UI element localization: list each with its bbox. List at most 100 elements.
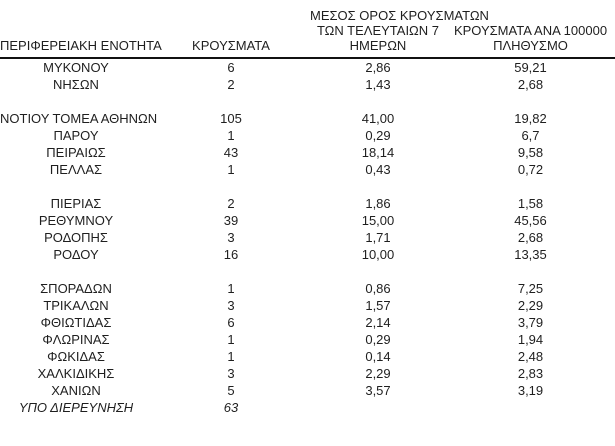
region-cell: ΡΕΘΥΜΝΟΥ bbox=[38, 213, 114, 228]
table-row: ΡΕΘΥΜΝΟΥ 39 15,00 45,56 bbox=[0, 212, 615, 229]
avg7-cell: 3,57 bbox=[365, 383, 391, 398]
cases-cell: 6 bbox=[227, 60, 235, 75]
region-cell: ΠΕΛΛΑΣ bbox=[49, 162, 103, 177]
per100k-cell: 3,79 bbox=[517, 315, 544, 330]
region-cell: ΠΑΡΟΥ bbox=[53, 128, 99, 143]
cases-cell: 43 bbox=[223, 145, 239, 160]
cases-cell: 5 bbox=[227, 383, 235, 398]
spacer-row bbox=[0, 263, 615, 280]
table-row: ΥΠΟ ΔΙΕΡΕΥΝΗΣΗ 63 bbox=[0, 399, 615, 416]
region-cell: ΝΟΤΙΟΥ ΤΟΜΕΑ ΑΘΗΝΩΝ bbox=[0, 111, 158, 126]
table-row: ΡΟΔΟΥ 16 10,00 13,35 bbox=[0, 246, 615, 263]
table-row: ΡΟΔΟΠΗΣ 3 1,71 2,68 bbox=[0, 229, 615, 246]
spacer-row bbox=[0, 93, 615, 110]
cases-cell: 3 bbox=[227, 298, 235, 313]
col-header-avg7-line1: ΜΕΣΟΣ ΟΡΟΣ ΚΡΟΥΣΜΑΤΩΝ bbox=[310, 8, 489, 23]
col-header-region: ΠΕΡΙΦΕΡΕΙΑΚΗ ΕΝΟΤΗΤΑ bbox=[0, 3, 162, 59]
col-header-per100k: ΚΡΟΥΣΜΑΤΑ ΑΝΑ 100000 ΠΛΗΘΥΣΜΟ bbox=[446, 3, 615, 59]
table-header-row: ΠΕΡΙΦΕΡΕΙΑΚΗ ΕΝΟΤΗΤΑ ΚΡΟΥΣΜΑΤΑ ΜΕΣΟΣ ΟΡΟ… bbox=[0, 3, 615, 59]
col-header-per100k-line2: ΠΛΗΘΥΣΜΟ bbox=[493, 38, 568, 53]
per100k-cell: 2,68 bbox=[517, 230, 544, 245]
cases-cell: 16 bbox=[223, 247, 239, 262]
avg7-cell: 41,00 bbox=[361, 111, 395, 126]
avg7-cell: 0,14 bbox=[365, 349, 391, 364]
region-cell: ΡΟΔΟΥ bbox=[53, 247, 99, 262]
cases-cell: 3 bbox=[227, 366, 235, 381]
cases-cell: 1 bbox=[227, 349, 235, 364]
region-cell: ΧΑΛΚΙΔΙΚΗΣ bbox=[37, 366, 115, 381]
avg7-cell: 0,43 bbox=[365, 162, 391, 177]
per100k-cell: 9,58 bbox=[517, 145, 544, 160]
spacer-cell bbox=[0, 178, 615, 195]
cases-cell: 2 bbox=[227, 196, 235, 211]
per100k-cell: 1,58 bbox=[517, 196, 544, 211]
regional-cases-table: ΠΕΡΙΦΕΡΕΙΑΚΗ ΕΝΟΤΗΤΑ ΚΡΟΥΣΜΑΤΑ ΜΕΣΟΣ ΟΡΟ… bbox=[0, 3, 615, 416]
col-header-per100k-line1: ΚΡΟΥΣΜΑΤΑ ΑΝΑ 100000 bbox=[453, 23, 608, 38]
per100k-cell: 3,19 bbox=[517, 383, 544, 398]
per100k-cell: 2,83 bbox=[517, 366, 544, 381]
col-header-avg7-line2: ΤΩΝ ΤΕΛΕΥΤΑΙΩΝ 7 bbox=[316, 23, 440, 38]
col-header-avg7: ΜΕΣΟΣ ΟΡΟΣ ΚΡΟΥΣΜΑΤΩΝ ΤΩΝ ΤΕΛΕΥΤΑΙΩΝ 7 Η… bbox=[310, 3, 489, 59]
avg7-cell: 0,29 bbox=[365, 128, 391, 143]
cases-cell: 1 bbox=[227, 162, 235, 177]
per100k-cell: 2,48 bbox=[517, 349, 544, 364]
region-cell: ΧΑΝΙΩΝ bbox=[51, 383, 101, 398]
table-row: ΧΑΛΚΙΔΙΚΗΣ 3 2,29 2,83 bbox=[0, 365, 615, 382]
region-cell: ΜΥΚΟΝΟΥ bbox=[43, 60, 109, 75]
region-cell: ΝΗΣΩΝ bbox=[53, 77, 99, 92]
table-row: ΝΟΤΙΟΥ ΤΟΜΕΑ ΑΘΗΝΩΝ 105 41,00 19,82 bbox=[0, 110, 615, 127]
per100k-cell: 19,82 bbox=[514, 111, 547, 126]
region-cell: ΠΙΕΡΙΑΣ bbox=[50, 196, 102, 211]
table-row: ΝΗΣΩΝ 2 1,43 2,68 bbox=[0, 76, 615, 93]
region-cell: ΤΡΙΚΑΛΩΝ bbox=[43, 298, 109, 313]
table-body: ΜΥΚΟΝΟΥ 6 2,86 59,21 ΝΗΣΩΝ 2 1,43 2,68 ΝΟΤΙΟΥ ΤΟ… bbox=[0, 58, 615, 416]
avg7-cell: 0,86 bbox=[365, 281, 391, 296]
table-row: ΦΛΩΡΙΝΑΣ 1 0,29 1,94 bbox=[0, 331, 615, 348]
per100k-cell: 1,94 bbox=[517, 332, 544, 347]
table-row: ΠΕΛΛΑΣ 1 0,43 0,72 bbox=[0, 161, 615, 178]
per100k-cell: 6,7 bbox=[521, 128, 540, 143]
cases-cell: 39 bbox=[223, 213, 239, 228]
avg7-cell: 2,86 bbox=[365, 60, 391, 75]
per100k-cell: 2,68 bbox=[517, 77, 544, 92]
region-cell: ΠΕΙΡΑΙΩΣ bbox=[46, 145, 106, 160]
table-row: ΦΘΙΩΤΙΔΑΣ 6 2,14 3,79 bbox=[0, 314, 615, 331]
per100k-cell: 7,25 bbox=[517, 281, 544, 296]
spacer-cell bbox=[0, 263, 615, 280]
avg7-cell bbox=[310, 399, 446, 416]
cases-cell: 1 bbox=[227, 128, 235, 143]
avg7-cell: 1,71 bbox=[365, 230, 391, 245]
avg7-cell: 18,14 bbox=[361, 145, 395, 160]
per100k-cell: 2,29 bbox=[517, 298, 544, 313]
avg7-cell: 10,00 bbox=[361, 247, 395, 262]
per100k-cell: 13,35 bbox=[514, 247, 547, 262]
avg7-cell: 1,43 bbox=[365, 77, 391, 92]
per100k-cell: 59,21 bbox=[514, 60, 547, 75]
col-header-avg7-line3: ΗΜΕΡΩΝ bbox=[349, 38, 407, 53]
table-row: ΠΙΕΡΙΑΣ 2 1,86 1,58 bbox=[0, 195, 615, 212]
avg7-cell: 0,29 bbox=[365, 332, 391, 347]
avg7-cell: 1,86 bbox=[365, 196, 391, 211]
spacer-row bbox=[0, 178, 615, 195]
per100k-cell: 45,56 bbox=[514, 213, 547, 228]
per100k-cell: 0,72 bbox=[517, 162, 544, 177]
col-header-cases: ΚΡΟΥΣΜΑΤΑ bbox=[152, 3, 310, 59]
region-cell: ΣΠΟΡΑΔΩΝ bbox=[40, 281, 112, 296]
cases-cell: 1 bbox=[227, 281, 235, 296]
table-row: ΣΠΟΡΑΔΩΝ 1 0,86 7,25 bbox=[0, 280, 615, 297]
table-row: ΠΑΡΟΥ 1 0,29 6,7 bbox=[0, 127, 615, 144]
avg7-cell: 2,29 bbox=[365, 366, 391, 381]
spacer-cell bbox=[0, 93, 615, 110]
table-row: ΧΑΝΙΩΝ 5 3,57 3,19 bbox=[0, 382, 615, 399]
region-cell: ΦΘΙΩΤΙΔΑΣ bbox=[40, 315, 112, 330]
region-cell: ΡΟΔΟΠΗΣ bbox=[44, 230, 108, 245]
cases-cell: 6 bbox=[227, 315, 235, 330]
region-cell: ΥΠΟ ΔΙΕΡΕΥΝΗΣΗ bbox=[18, 400, 134, 415]
per100k-cell bbox=[446, 399, 615, 416]
cases-cell: 63 bbox=[223, 400, 239, 415]
avg7-cell: 1,57 bbox=[365, 298, 391, 313]
avg7-cell: 2,14 bbox=[365, 315, 391, 330]
cases-cell: 1 bbox=[227, 332, 235, 347]
table-row: ΜΥΚΟΝΟΥ 6 2,86 59,21 bbox=[0, 58, 615, 76]
cases-cell: 3 bbox=[227, 230, 235, 245]
